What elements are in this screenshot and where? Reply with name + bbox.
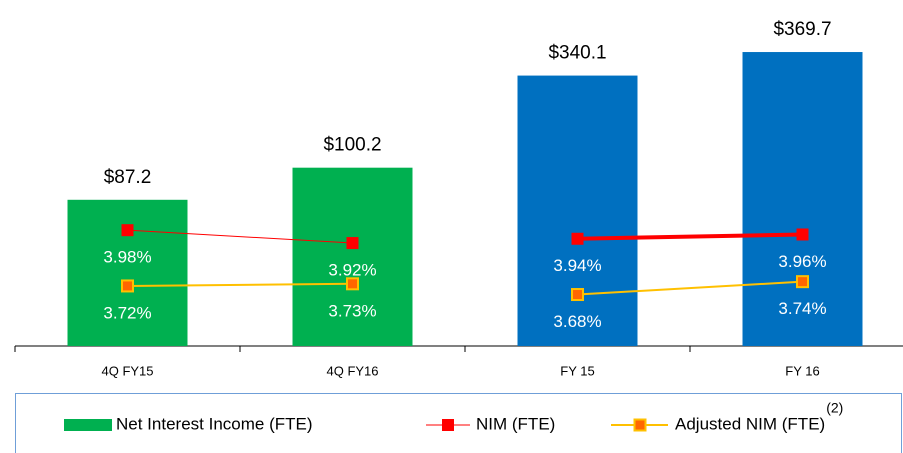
line-marker xyxy=(571,232,584,245)
bar xyxy=(67,199,188,346)
bar-value-label: $340.1 xyxy=(548,43,606,64)
line xyxy=(577,232,803,241)
x-tick-label: FY 16 xyxy=(785,363,819,378)
line-value-label: 3.98% xyxy=(103,248,151,267)
legend-swatch xyxy=(64,419,112,431)
line-value-label: 3.68% xyxy=(553,312,601,331)
x-tick-label: FY 15 xyxy=(560,363,594,378)
line-value-label: 3.94% xyxy=(553,256,601,275)
x-tick-label: 4Q FY15 xyxy=(101,363,153,378)
line-value-label: 3.74% xyxy=(778,299,826,318)
line xyxy=(127,229,353,244)
bar-value-label: $100.2 xyxy=(323,135,381,156)
line-value-label: 3.72% xyxy=(103,303,151,322)
line-value-label: 3.73% xyxy=(328,301,376,320)
line-marker xyxy=(121,224,134,237)
line-marker xyxy=(796,275,809,289)
bar-value-label: $369.7 xyxy=(773,19,831,40)
line-value-label: 3.96% xyxy=(778,252,826,271)
bar xyxy=(742,52,863,346)
legend-box xyxy=(15,393,902,453)
x-tick-label: 4Q FY16 xyxy=(326,363,378,378)
line-value-label: 3.92% xyxy=(328,261,376,280)
legend-marker xyxy=(633,418,647,432)
line xyxy=(127,282,353,287)
bar xyxy=(517,75,638,346)
legend-label: NIM (FTE) xyxy=(476,414,555,433)
bar xyxy=(292,167,413,346)
legend-label: Net Interest Income (FTE) xyxy=(116,414,313,433)
legend-label: Adjusted NIM (FTE) xyxy=(675,414,825,433)
line xyxy=(577,280,803,296)
line-marker xyxy=(346,237,359,250)
bar-value-label: $87.2 xyxy=(104,167,152,188)
legend-marker xyxy=(442,419,454,431)
line-marker xyxy=(346,277,359,291)
line-marker xyxy=(796,228,809,241)
line-marker xyxy=(121,279,134,293)
line-marker xyxy=(571,288,584,302)
legend-footnote-marker: (2) xyxy=(826,400,843,416)
